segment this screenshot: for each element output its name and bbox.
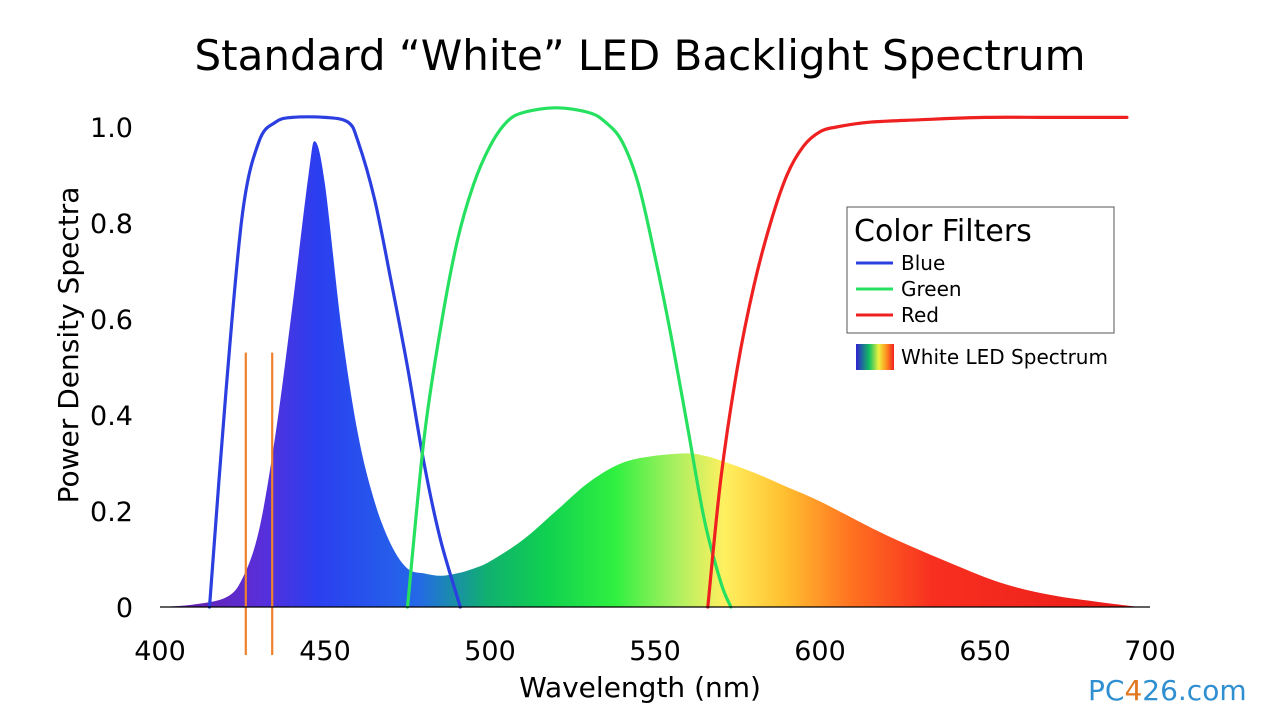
x-tick-label: 550 <box>629 636 681 667</box>
legend-label-red: Red <box>901 303 939 327</box>
legend-title: Color Filters <box>854 214 1032 249</box>
y-tick-label: 0.8 <box>90 209 133 240</box>
watermark-4: 4 <box>1124 674 1142 707</box>
svg-text:PC426.com: PC426.com <box>1088 674 1247 707</box>
watermark-c: C <box>1105 674 1125 707</box>
legend-label-blue: Blue <box>901 251 945 275</box>
x-tick-label: 600 <box>794 636 846 667</box>
y-tick-labels: 0 0.2 0.4 0.6 0.8 1.0 <box>90 113 133 624</box>
plot-area <box>160 106 1141 655</box>
x-tick-label: 400 <box>134 636 186 667</box>
y-tick-label: 1.0 <box>90 113 133 144</box>
y-tick-label: 0.4 <box>90 401 133 432</box>
watermark-p: P <box>1088 674 1105 707</box>
legend-spectrum-swatch <box>856 344 894 370</box>
x-tick-label: 500 <box>464 636 516 667</box>
green-filter-line <box>405 106 733 609</box>
x-tick-labels: 400 450 500 550 600 650 700 <box>134 636 1176 667</box>
legend-spectrum-label: White LED Spectrum <box>901 345 1108 369</box>
legend-label-green: Green <box>901 277 962 301</box>
x-tick-label: 700 <box>1124 636 1176 667</box>
x-axis-label: Wavelength (nm) <box>519 671 761 704</box>
watermark-rest: 26.com <box>1142 674 1246 707</box>
legend-box <box>846 206 1115 334</box>
red-filter-line <box>706 115 1129 609</box>
x-tick-label: 650 <box>959 636 1011 667</box>
chart-title: Standard “White” LED Backlight Spectrum <box>195 31 1086 80</box>
legend: Color Filters Blue Green Red White LED S… <box>846 206 1115 370</box>
x-tick-label: 450 <box>299 636 351 667</box>
white-led-spectrum-area <box>160 141 1141 608</box>
y-tick-label: 0.2 <box>90 497 133 528</box>
y-tick-label: 0.6 <box>90 305 133 336</box>
blue-filter-line <box>207 115 462 609</box>
watermark: PC426.com <box>1088 674 1247 707</box>
y-axis-label: Power Density Spectra <box>52 187 85 504</box>
y-tick-label: 0 <box>116 593 133 624</box>
